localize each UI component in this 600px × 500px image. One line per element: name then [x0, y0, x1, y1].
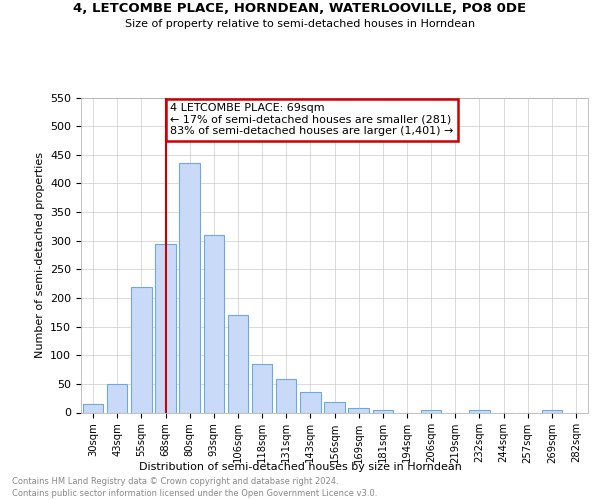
- Y-axis label: Number of semi-detached properties: Number of semi-detached properties: [35, 152, 44, 358]
- Text: 4 LETCOMBE PLACE: 69sqm
← 17% of semi-detached houses are smaller (281)
83% of s: 4 LETCOMBE PLACE: 69sqm ← 17% of semi-de…: [170, 103, 454, 136]
- Bar: [373, 410, 393, 412]
- Text: Size of property relative to semi-detached houses in Horndean: Size of property relative to semi-detach…: [125, 19, 475, 29]
- Bar: [469, 410, 490, 412]
- Bar: [349, 408, 369, 412]
- Text: Distribution of semi-detached houses by size in Horndean: Distribution of semi-detached houses by …: [139, 462, 461, 472]
- Bar: [421, 410, 442, 412]
- Bar: [252, 364, 272, 412]
- Text: 4, LETCOMBE PLACE, HORNDEAN, WATERLOOVILLE, PO8 0DE: 4, LETCOMBE PLACE, HORNDEAN, WATERLOOVIL…: [73, 2, 527, 16]
- Bar: [83, 404, 103, 412]
- Bar: [131, 286, 152, 412]
- Bar: [227, 315, 248, 412]
- Text: Contains public sector information licensed under the Open Government Licence v3: Contains public sector information licen…: [12, 489, 377, 498]
- Text: Contains HM Land Registry data © Crown copyright and database right 2024.: Contains HM Land Registry data © Crown c…: [12, 478, 338, 486]
- Bar: [324, 402, 345, 412]
- Bar: [542, 410, 562, 412]
- Bar: [203, 235, 224, 412]
- Bar: [107, 384, 127, 412]
- Bar: [155, 244, 176, 412]
- Bar: [300, 392, 320, 412]
- Bar: [179, 164, 200, 412]
- Bar: [276, 380, 296, 412]
